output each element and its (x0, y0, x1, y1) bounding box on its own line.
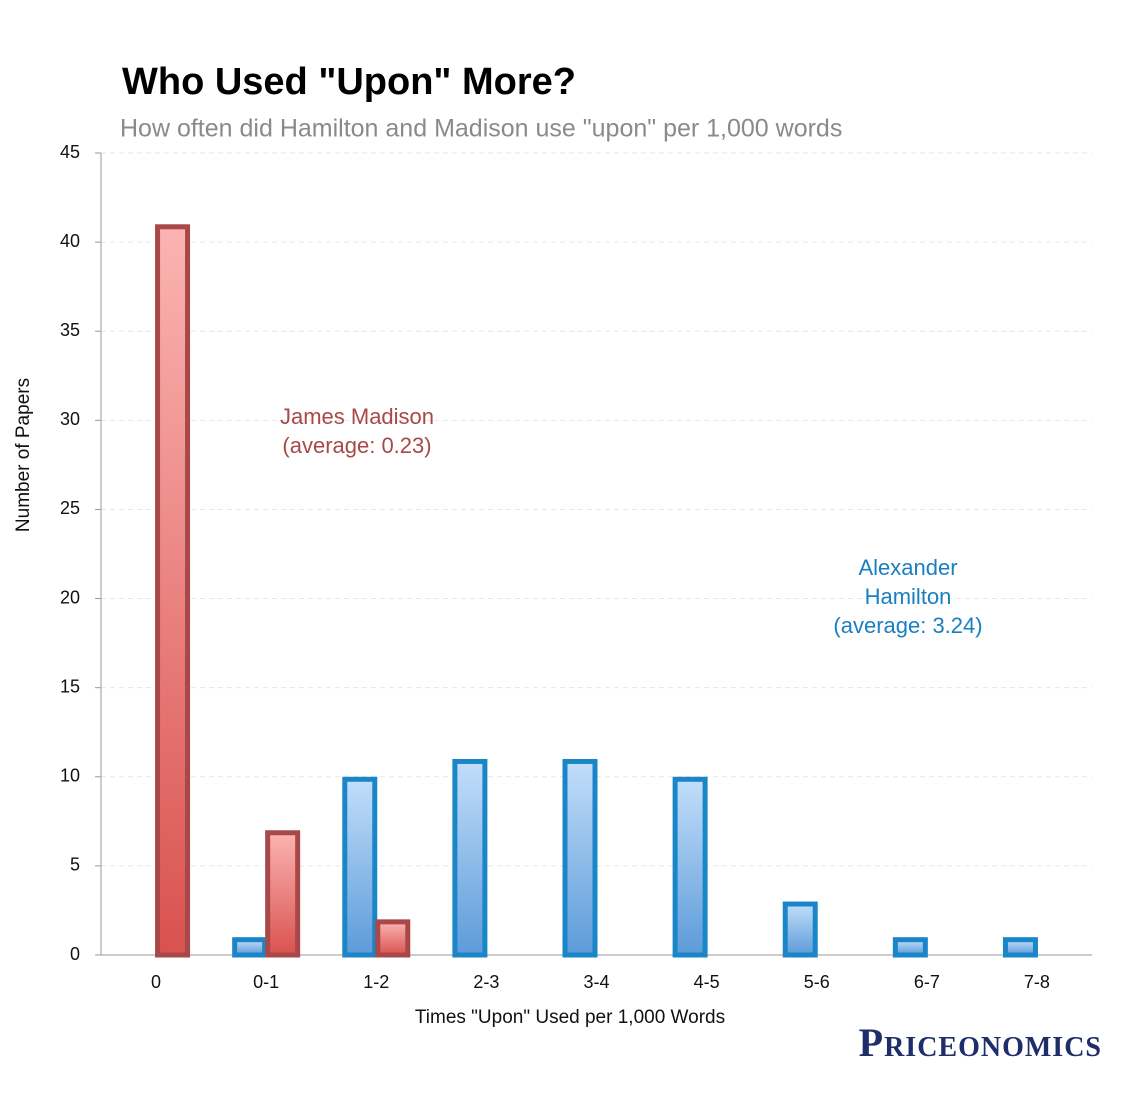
x-tick-label: 0-1 (253, 972, 279, 992)
bar (232, 937, 268, 958)
x-tick-label: 6-7 (914, 972, 940, 992)
x-tick-label: 7-8 (1024, 972, 1050, 992)
bar (265, 830, 301, 958)
y-tick-label: 5 (70, 855, 80, 875)
y-tick-label: 20 (60, 587, 80, 607)
annotation: (average: 3.24) (833, 613, 982, 638)
bar (452, 758, 488, 958)
bar (672, 776, 708, 958)
bar (1002, 937, 1038, 958)
y-tick-label: 30 (60, 409, 80, 429)
y-tick-label: 45 (60, 142, 80, 162)
bar (155, 224, 191, 958)
y-tick-label: 25 (60, 498, 80, 518)
y-tick-label: 40 (60, 231, 80, 251)
x-tick-label: 4-5 (694, 972, 720, 992)
y-tick-label: 0 (70, 944, 80, 964)
chart-subtitle: How often did Hamilton and Madison use "… (120, 115, 842, 143)
annotation: Hamilton (865, 584, 952, 609)
x-tick-label: 5-6 (804, 972, 830, 992)
x-tick-label: 0 (151, 972, 161, 992)
bar (562, 758, 598, 958)
y-tick-label: 10 (60, 766, 80, 786)
bar (892, 937, 928, 958)
x-tick-label: 3-4 (583, 972, 609, 992)
bar (342, 776, 378, 958)
source-logo: Priceonomics (859, 1020, 1102, 1065)
annotation: (average: 0.23) (282, 433, 431, 458)
y-tick-label: 35 (60, 320, 80, 340)
y-axis-title: Number of Papers (13, 378, 34, 532)
x-tick-label: 1-2 (363, 972, 389, 992)
y-tick-label: 15 (60, 676, 80, 696)
x-axis-title: Times "Upon" Used per 1,000 Words (415, 1007, 725, 1028)
annotation: Alexander (858, 555, 957, 580)
chart-title: Who Used "Upon" More? (122, 61, 576, 103)
annotation: James Madison (280, 404, 434, 429)
bar (782, 901, 818, 958)
x-tick-label: 2-3 (473, 972, 499, 992)
bar (375, 919, 411, 958)
